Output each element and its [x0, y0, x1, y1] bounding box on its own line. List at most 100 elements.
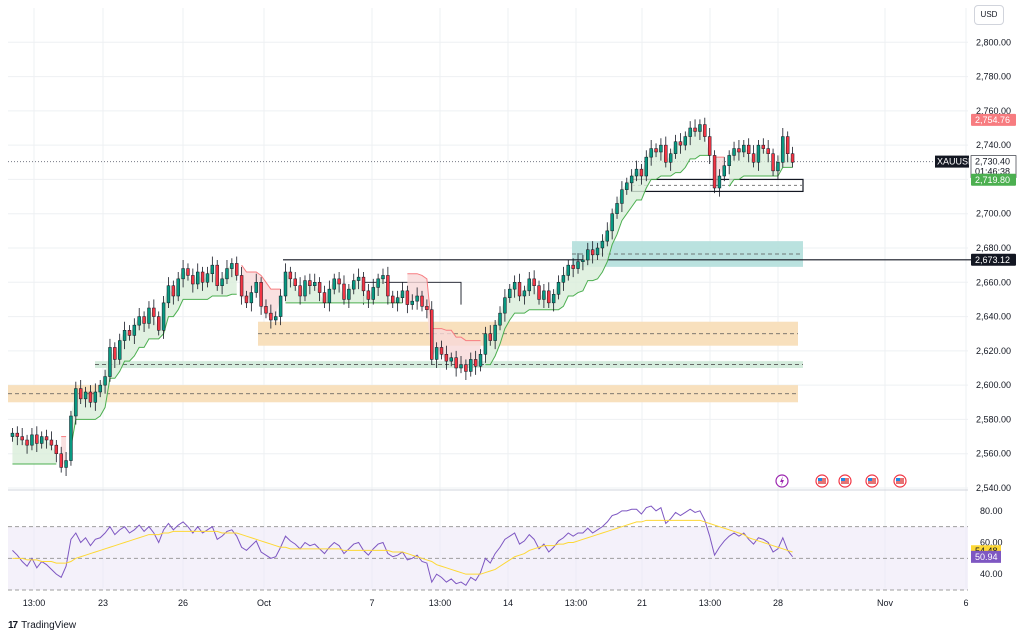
candle: [317, 277, 322, 302]
supertrend-fill: [70, 263, 237, 447]
candle-body: [83, 391, 88, 400]
candle: [103, 369, 107, 394]
candle-body: [581, 259, 585, 262]
candle-body: [127, 330, 132, 336]
x-tick-label: 13:00: [699, 598, 722, 608]
brand-name: TradingView: [21, 620, 77, 631]
rsi-tick-label: 40.00: [980, 569, 1003, 579]
candle-body: [356, 276, 361, 281]
candle-body: [10, 432, 15, 437]
y-tick-label: 2,700.00: [976, 209, 1011, 219]
us-flag-icon[interactable]: [865, 474, 879, 488]
candle: [678, 133, 683, 154]
candle-body: [25, 439, 29, 446]
candle-body: [161, 302, 166, 331]
supertrend-upper-label: 2,754.76: [971, 113, 1016, 126]
candle: [600, 234, 605, 257]
candle: [269, 304, 273, 329]
x-tick-label: 14: [503, 598, 513, 608]
candle-body: [230, 263, 234, 269]
y-tick-label: 2,680.00: [976, 243, 1011, 253]
candle: [88, 385, 93, 408]
candle-body: [69, 415, 73, 461]
candle: [439, 340, 444, 360]
price-axis[interactable]: 2,560.00 2,580.00 2,600.00 2,620.00 2,640.00…: [976, 37, 1011, 579]
candle: [361, 272, 366, 296]
candle: [127, 325, 132, 341]
candle-body: [342, 283, 346, 300]
rsi-value-label-text: 50.94: [975, 552, 998, 562]
candle-body: [400, 290, 405, 298]
candle: [308, 273, 312, 295]
candle: [395, 290, 400, 312]
candle-body: [586, 249, 590, 261]
candle-body: [186, 268, 190, 276]
candle-body: [571, 264, 575, 269]
candle-body: [44, 436, 49, 441]
lightning-icon-bolt: [780, 476, 784, 486]
candle: [59, 446, 63, 473]
candle-body: [459, 364, 463, 369]
y-tick-label: 2,540.00: [976, 483, 1011, 493]
candle: [166, 277, 171, 308]
candle-body: [722, 165, 727, 177]
candle: [473, 350, 478, 375]
candle: [132, 318, 137, 344]
rsi-value-label: 50.94: [971, 550, 1001, 563]
candle: [117, 333, 122, 365]
symbol-tag-bg: [935, 155, 969, 168]
candle: [244, 290, 249, 308]
candle-body: [395, 297, 400, 304]
candle: [503, 289, 507, 322]
y-tick-label: 2,620.00: [976, 346, 1011, 356]
candle: [688, 121, 692, 146]
candle-body: [371, 287, 375, 300]
candle-body: [49, 439, 54, 446]
supertrend-line: [728, 166, 793, 187]
candle-body: [566, 264, 570, 276]
candle: [278, 289, 283, 326]
us-flag-icon[interactable]: [893, 474, 907, 488]
candle-body: [239, 275, 244, 297]
candle-body: [288, 271, 293, 280]
x-tick-label: 7: [369, 598, 374, 608]
candle: [235, 256, 239, 281]
candle: [649, 140, 653, 166]
candle: [425, 299, 429, 319]
candle-body: [420, 295, 424, 307]
candle-body: [30, 434, 34, 446]
candle-body: [698, 124, 702, 132]
candle: [30, 428, 34, 451]
candle-body: [327, 288, 332, 304]
candle-body: [781, 136, 785, 163]
candle: [781, 128, 785, 168]
x-tick-label: 13:00: [23, 598, 46, 608]
candle: [327, 280, 332, 312]
candle: [49, 431, 54, 451]
candle-body: [39, 436, 44, 444]
candle: [137, 308, 141, 331]
candle: [74, 381, 78, 425]
event-markers[interactable]: [775, 474, 907, 488]
y-tick-label: 2,600.00: [976, 380, 1011, 390]
time-axis[interactable]: 13:00 23 26 Oct 7 13:00 14 13:00 21 13:00 28 Nov 6: [23, 598, 969, 608]
supertrend-line: [407, 273, 481, 342]
candle: [551, 289, 556, 312]
us-flag-icon[interactable]: [815, 474, 829, 488]
candle-body: [108, 347, 112, 377]
lightning-icon[interactable]: [775, 474, 789, 488]
candle: [98, 380, 102, 398]
us-flag-icon[interactable]: [838, 474, 852, 488]
candle: [254, 273, 258, 298]
candle-body: [439, 347, 444, 355]
candle-body: [352, 280, 356, 290]
currency-button[interactable]: USD: [974, 5, 1004, 25]
candle: [742, 140, 746, 158]
tradingview-footer[interactable]: 17 TradingView: [8, 620, 76, 631]
horizontal-line-label-text: 2,673.12: [975, 255, 1010, 265]
rsi-pane: [8, 505, 968, 591]
candle: [712, 150, 717, 194]
x-tick-label: 23: [98, 598, 108, 608]
